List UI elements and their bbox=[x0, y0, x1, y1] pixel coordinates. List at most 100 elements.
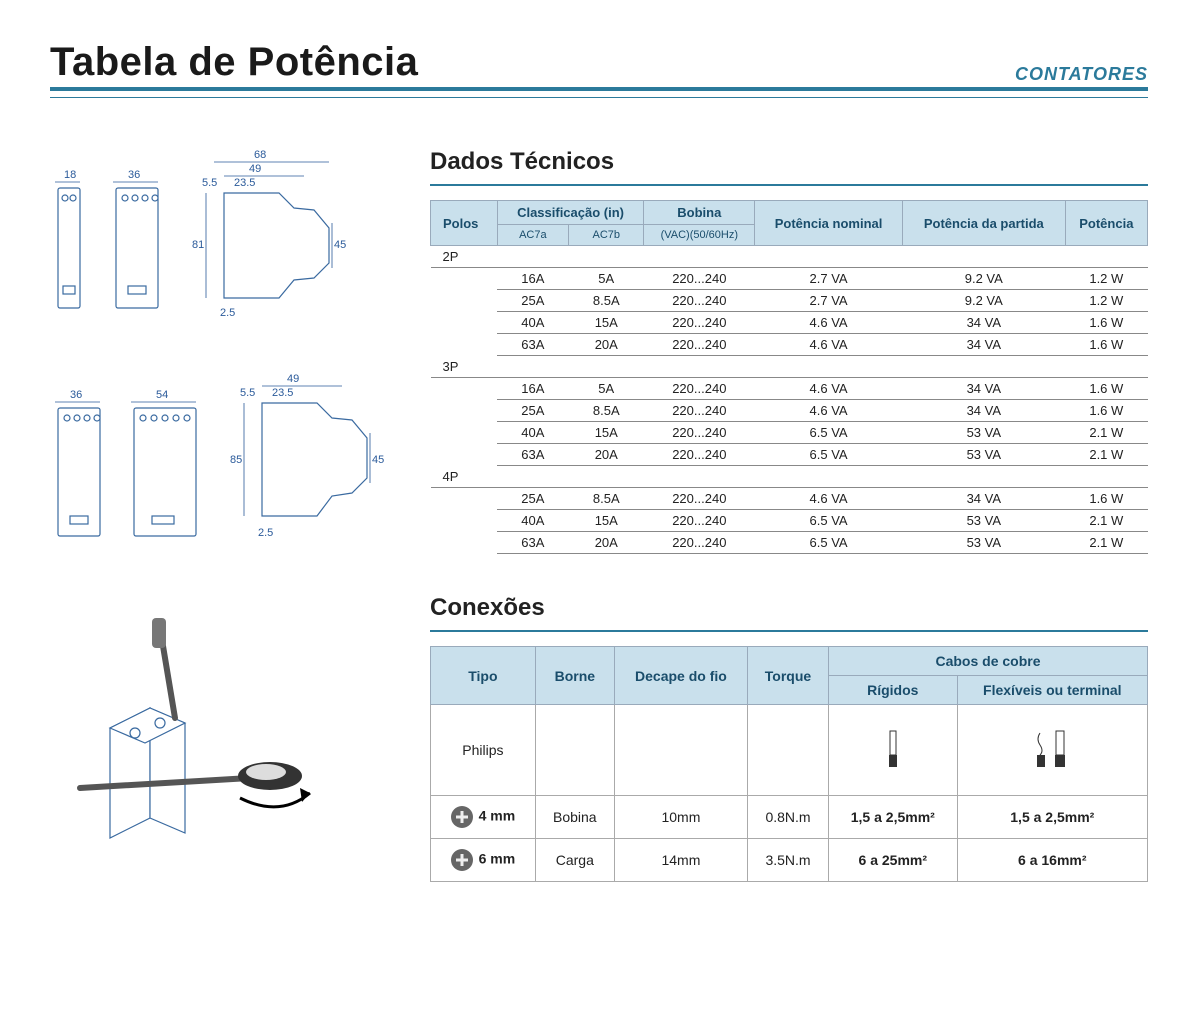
table-cell: 20A bbox=[569, 334, 644, 356]
dim-label: 45 bbox=[372, 454, 384, 466]
dim-label: 18 bbox=[64, 169, 76, 181]
cell-torque: 0.8N.m bbox=[748, 796, 829, 839]
table-cell: 53 VA bbox=[902, 444, 1065, 466]
th-flex: Flexíveis ou terminal bbox=[957, 676, 1147, 705]
table-cell: 34 VA bbox=[902, 488, 1065, 510]
table-cell bbox=[431, 290, 498, 312]
table-row: 25A8.5A220...2402.7 VA9.2 VA1.2 W bbox=[431, 290, 1148, 312]
diagram-front-1b: 36 bbox=[108, 168, 166, 318]
cell-flex: 6 a 16mm² bbox=[957, 839, 1147, 882]
table-cell: 220...240 bbox=[644, 268, 755, 290]
table-cell bbox=[431, 378, 498, 400]
th-borne: Borne bbox=[535, 647, 614, 705]
table-cell: 220...240 bbox=[644, 488, 755, 510]
table-cell: 1.2 W bbox=[1065, 290, 1147, 312]
table-cell: 20A bbox=[569, 532, 644, 554]
table-cell: 6.5 VA bbox=[755, 532, 903, 554]
dim-label: 68 bbox=[254, 149, 266, 161]
diagram-side-2: 49 23.5 5.5 85 45 2.5 bbox=[222, 368, 392, 548]
conn-section-title: Conexões bbox=[430, 594, 1148, 622]
table-cell: 53 VA bbox=[902, 510, 1065, 532]
table-cell: 2.1 W bbox=[1065, 444, 1147, 466]
th-bobina-sub: (VAC)(50/60Hz) bbox=[644, 225, 755, 246]
table-cell bbox=[431, 422, 498, 444]
cell-rigidos: 1,5 a 2,5mm² bbox=[828, 796, 957, 839]
table-cell: 40A bbox=[497, 510, 568, 532]
table-cell: 15A bbox=[569, 422, 644, 444]
table-cell: 4.6 VA bbox=[755, 400, 903, 422]
table-cell: 25A bbox=[497, 488, 568, 510]
th-polos: Polos bbox=[431, 201, 498, 246]
tech-table: Polos Classificação (in) Bobina Potência… bbox=[430, 200, 1148, 554]
table-cell: 16A bbox=[497, 378, 568, 400]
table-cell: 15A bbox=[569, 510, 644, 532]
table-cell: 220...240 bbox=[644, 378, 755, 400]
dim-label: 49 bbox=[249, 163, 261, 175]
table-cell bbox=[431, 312, 498, 334]
header-subrule bbox=[50, 97, 1148, 98]
cell-tipo: 4 mm bbox=[431, 796, 536, 839]
dim-label: 23.5 bbox=[272, 387, 293, 399]
th-rigidos: Rígidos bbox=[828, 676, 957, 705]
table-row: 25A8.5A220...2404.6 VA34 VA1.6 W bbox=[431, 400, 1148, 422]
dim-label: 36 bbox=[128, 169, 140, 181]
table-row: Philips bbox=[431, 705, 1148, 796]
cell-flex: 1,5 a 2,5mm² bbox=[957, 796, 1147, 839]
rigid-cable-icon bbox=[884, 727, 902, 771]
table-row: 4 mmBobina10mm0.8N.m1,5 a 2,5mm²1,5 a 2,… bbox=[431, 796, 1148, 839]
table-cell: 220...240 bbox=[644, 400, 755, 422]
table-cell: 1.6 W bbox=[1065, 312, 1147, 334]
th-tipo: Tipo bbox=[431, 647, 536, 705]
philips-screw-icon bbox=[451, 849, 473, 871]
table-cell bbox=[431, 510, 498, 532]
table-row: 16A5A220...2404.6 VA34 VA1.6 W bbox=[431, 378, 1148, 400]
table-row: 40A15A220...2406.5 VA53 VA2.1 W bbox=[431, 510, 1148, 532]
flex-cable-icon bbox=[1032, 727, 1072, 771]
page-title: Tabela de Potência bbox=[50, 40, 418, 85]
cell-decape: 14mm bbox=[614, 839, 747, 882]
table-cell: 220...240 bbox=[644, 444, 755, 466]
table-cell: 34 VA bbox=[902, 312, 1065, 334]
dim-label: 2.5 bbox=[258, 527, 273, 539]
cell-torque: 3.5N.m bbox=[748, 839, 829, 882]
table-cell: 25A bbox=[497, 290, 568, 312]
table-cell bbox=[431, 444, 498, 466]
th-torque: Torque bbox=[748, 647, 829, 705]
category-label: CONTATORES bbox=[1015, 64, 1148, 85]
table-row: 63A20A220...2406.5 VA53 VA2.1 W bbox=[431, 532, 1148, 554]
th-pot-partida: Potência da partida bbox=[902, 201, 1065, 246]
diagram-front-2b: 54 bbox=[126, 388, 204, 548]
table-cell: 34 VA bbox=[902, 334, 1065, 356]
table-cell: 2.7 VA bbox=[755, 290, 903, 312]
dim-label: 5.5 bbox=[240, 387, 255, 399]
table-cell: 220...240 bbox=[644, 290, 755, 312]
table-cell: 8.5A bbox=[569, 400, 644, 422]
table-cell: 34 VA bbox=[902, 400, 1065, 422]
conn-section-rule bbox=[430, 630, 1148, 632]
table-cell bbox=[431, 334, 498, 356]
cell-tipo: Philips bbox=[431, 705, 536, 796]
table-cell: 6.5 VA bbox=[755, 422, 903, 444]
dim-label: 23.5 bbox=[234, 177, 255, 189]
table-cell: 220...240 bbox=[644, 422, 755, 444]
group-label: 4P bbox=[431, 466, 1148, 488]
table-cell: 53 VA bbox=[902, 532, 1065, 554]
table-cell: 8.5A bbox=[569, 290, 644, 312]
table-row: 40A15A220...2406.5 VA53 VA2.1 W bbox=[431, 422, 1148, 444]
th-bobina: Bobina bbox=[644, 201, 755, 225]
diagram-front-2a: 36 bbox=[50, 388, 108, 548]
table-cell: 53 VA bbox=[902, 422, 1065, 444]
diagram-row-2: 36 54 49 23.5 5.5 bbox=[50, 368, 400, 548]
cell-flex bbox=[957, 705, 1147, 796]
tech-section-rule bbox=[430, 184, 1148, 186]
table-cell: 220...240 bbox=[644, 532, 755, 554]
table-cell: 15A bbox=[569, 312, 644, 334]
table-cell: 220...240 bbox=[644, 334, 755, 356]
table-row: 6 mmCarga14mm3.5N.m6 a 25mm²6 a 16mm² bbox=[431, 839, 1148, 882]
cell-rigidos: 6 a 25mm² bbox=[828, 839, 957, 882]
table-cell: 1.6 W bbox=[1065, 488, 1147, 510]
cell-rigidos bbox=[828, 705, 957, 796]
table-cell: 6.5 VA bbox=[755, 510, 903, 532]
dim-label: 81 bbox=[192, 239, 204, 251]
conn-table: Tipo Borne Decape do fio Torque Cabos de… bbox=[430, 646, 1148, 882]
